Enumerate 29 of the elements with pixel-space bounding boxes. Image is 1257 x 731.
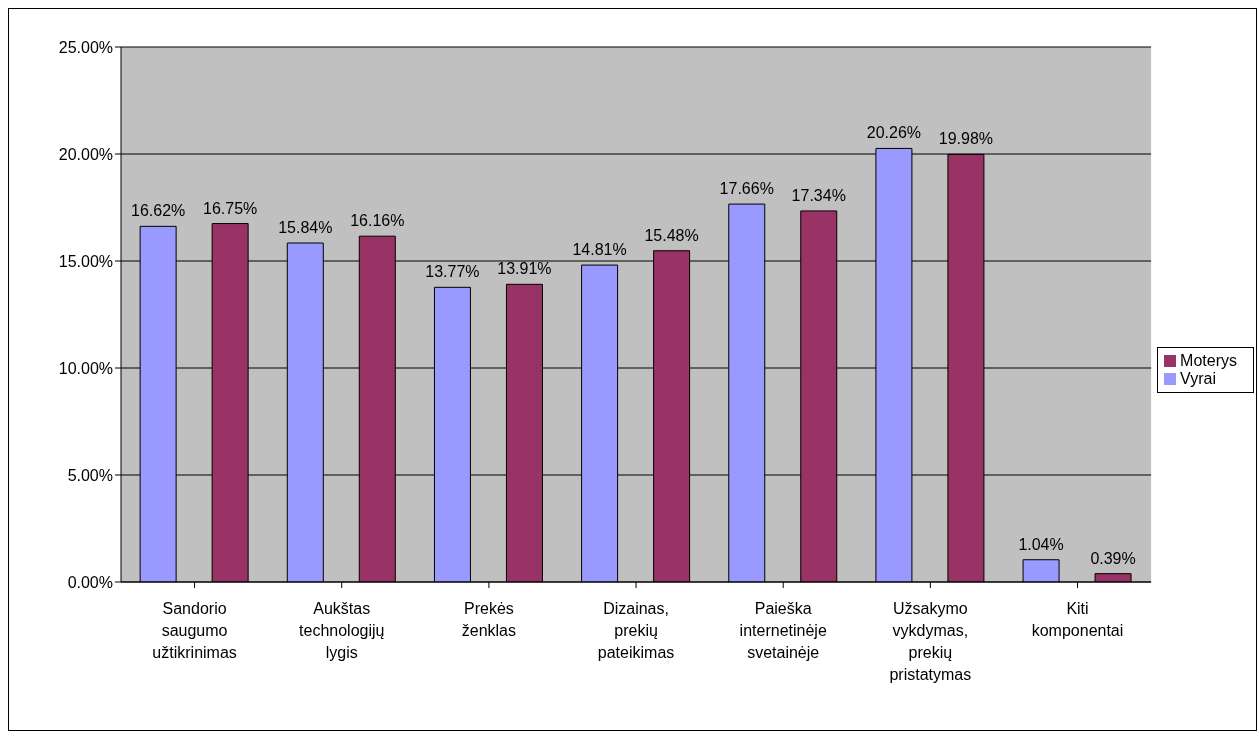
legend-label: Vyrai <box>1180 369 1216 387</box>
y-tick-label: 25.00% <box>58 38 113 56</box>
data-label: 15.48% <box>644 226 699 244</box>
y-tick-label: 0.00% <box>67 573 113 591</box>
y-tick-label: 15.00% <box>58 252 113 270</box>
y-tick-label: 20.00% <box>58 145 113 163</box>
data-label: 16.62% <box>131 202 186 220</box>
y-tick-label: 10.00% <box>58 359 113 377</box>
x-tick-label: Prekės ženklas <box>461 600 517 639</box>
x-tick-label: Sandorio saugumo užtikrinimas <box>152 600 237 661</box>
data-label: 16.16% <box>350 212 405 230</box>
data-label: 20.26% <box>866 124 922 142</box>
data-label: 16.75% <box>203 199 258 217</box>
data-label: 17.34% <box>791 186 846 204</box>
x-tick-label: Dizainas, prekių pateikimas <box>597 600 675 661</box>
data-label: 17.66% <box>719 180 774 198</box>
x-tick-label: Aukštas technologijų lygis <box>299 600 385 661</box>
data-label: 13.77% <box>425 263 480 281</box>
legend-label: Moterys <box>1180 351 1237 369</box>
data-label: 14.81% <box>572 241 627 259</box>
x-tick-label: Kiti komponentai <box>1031 600 1124 639</box>
x-tick-label: Užsakymo vykdymas, prekių pristatymas <box>889 600 972 683</box>
data-label: 1.04% <box>1018 535 1064 553</box>
x-tick-label: Paieška internetinėje svetainėje <box>739 600 827 661</box>
data-label: 19.98% <box>938 130 994 148</box>
data-label: 15.84% <box>278 219 333 237</box>
data-label: 13.91% <box>497 260 552 278</box>
y-tick-label: 5.00% <box>67 466 113 484</box>
data-label: 0.39% <box>1090 549 1136 567</box>
